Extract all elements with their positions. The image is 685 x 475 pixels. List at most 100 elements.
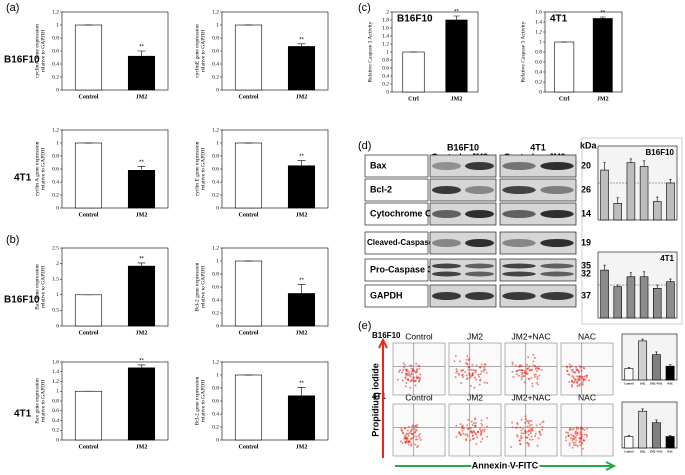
flow-dot [410, 433, 413, 436]
blot-band [540, 239, 574, 247]
flow-dot [526, 436, 529, 439]
flow-dot [572, 370, 575, 373]
y-tick-label: 1.2 [382, 41, 389, 47]
flow-dot [528, 369, 531, 372]
panel-label: (e) [358, 320, 371, 332]
y-tick-label: 0.6 [52, 48, 59, 54]
significance: ** [299, 37, 304, 43]
error-bar [297, 160, 306, 166]
y-tick-label: 1 [56, 292, 59, 298]
flow-dot [585, 374, 588, 377]
flow-dot [405, 382, 408, 385]
condition-label: Control [405, 331, 433, 341]
flow-dot [408, 364, 411, 367]
bar [651, 354, 661, 381]
flow-dot [454, 354, 457, 357]
flow-dot [470, 368, 473, 371]
flow-dot [473, 386, 476, 389]
bar [600, 269, 609, 319]
y-tick-label: 1 [539, 39, 542, 45]
flow-dot [541, 421, 544, 424]
flow-dot [480, 422, 483, 425]
flow-dot [410, 367, 413, 370]
flow-dot [467, 368, 470, 371]
bar [613, 286, 622, 319]
y-tick-label: 0 [56, 437, 59, 443]
flow-dot [526, 430, 529, 433]
y-axis-label: Relative Caspase 3 Activity [367, 21, 373, 82]
flow-dot [519, 426, 522, 429]
flow-dot [407, 434, 410, 437]
flow-dot [480, 370, 483, 373]
flow-dot [415, 370, 418, 373]
kda-label: 14 [581, 208, 591, 218]
flow-dot [410, 373, 413, 376]
flow-dot [533, 376, 536, 379]
flow-dot [417, 380, 420, 383]
flow-dot [459, 433, 462, 436]
flow-dot [534, 373, 537, 376]
flow-dot [521, 371, 524, 374]
y-tick-label: 0 [216, 205, 219, 211]
flow-dot [514, 364, 517, 367]
flow-dot [474, 371, 477, 374]
y-tick-label: 0.4 [212, 61, 219, 67]
kda-header: kDa [580, 140, 598, 150]
flow-dot [485, 425, 488, 428]
y-tick-label: 1 [386, 49, 389, 55]
blot-band [431, 292, 462, 300]
flow-dot [466, 433, 469, 436]
y-tick-label: 0 [216, 323, 219, 329]
flow-dot [473, 376, 476, 379]
blot-strip [429, 202, 497, 226]
error-bar [137, 166, 146, 171]
flow-dot [528, 424, 531, 427]
flow-dot [414, 443, 417, 446]
blot-band [431, 162, 462, 170]
y-tick-label: 0.4 [52, 179, 59, 185]
protein-label: Bax [370, 160, 387, 170]
flow-dot [525, 441, 528, 444]
flow-dot [531, 438, 534, 441]
error-bar [297, 284, 306, 294]
x-tick-label: Control [239, 94, 259, 100]
blot-band [502, 271, 536, 277]
protein-label: Pro-Caspase 3 [370, 264, 433, 274]
panel-label: (a) [6, 2, 19, 14]
flow-dot [511, 363, 514, 366]
flow-dot [573, 438, 576, 441]
flow-dot [474, 417, 477, 420]
flow-dot [475, 364, 478, 367]
blot-band [502, 263, 536, 269]
flow-dot [406, 372, 409, 375]
flow-dot [415, 362, 418, 365]
flow-dot [418, 364, 421, 367]
flow-dot [467, 366, 470, 369]
flow-dot [523, 369, 526, 372]
flow-dot [477, 373, 480, 376]
condition-label: JM2+NAC [512, 331, 551, 341]
flow-dot [475, 433, 478, 436]
flow-dot [467, 372, 470, 375]
flow-dot [528, 419, 531, 422]
blot-band [464, 271, 495, 277]
bar [402, 51, 425, 93]
x-tick-label: JM2 [640, 451, 646, 454]
flow-dot [568, 380, 571, 383]
row-label: 4T1 [14, 409, 32, 420]
flow-dot [403, 437, 406, 440]
flow-dot [466, 355, 469, 358]
flow-dot [404, 441, 407, 444]
flow-dot [574, 441, 577, 444]
y-tick-label: 1.5 [52, 276, 59, 282]
flow-dot [467, 427, 470, 430]
flow-dot [403, 366, 406, 369]
x-tick-label: Control [79, 94, 99, 100]
y-tick-label: 0.4 [212, 297, 219, 303]
protein-label: Cytochrome C [370, 208, 432, 218]
bar [638, 410, 648, 449]
flow-dot [527, 356, 530, 359]
flow-dot [410, 364, 413, 367]
error-bar [137, 50, 146, 57]
y-tick-label: 0.4 [212, 179, 219, 185]
